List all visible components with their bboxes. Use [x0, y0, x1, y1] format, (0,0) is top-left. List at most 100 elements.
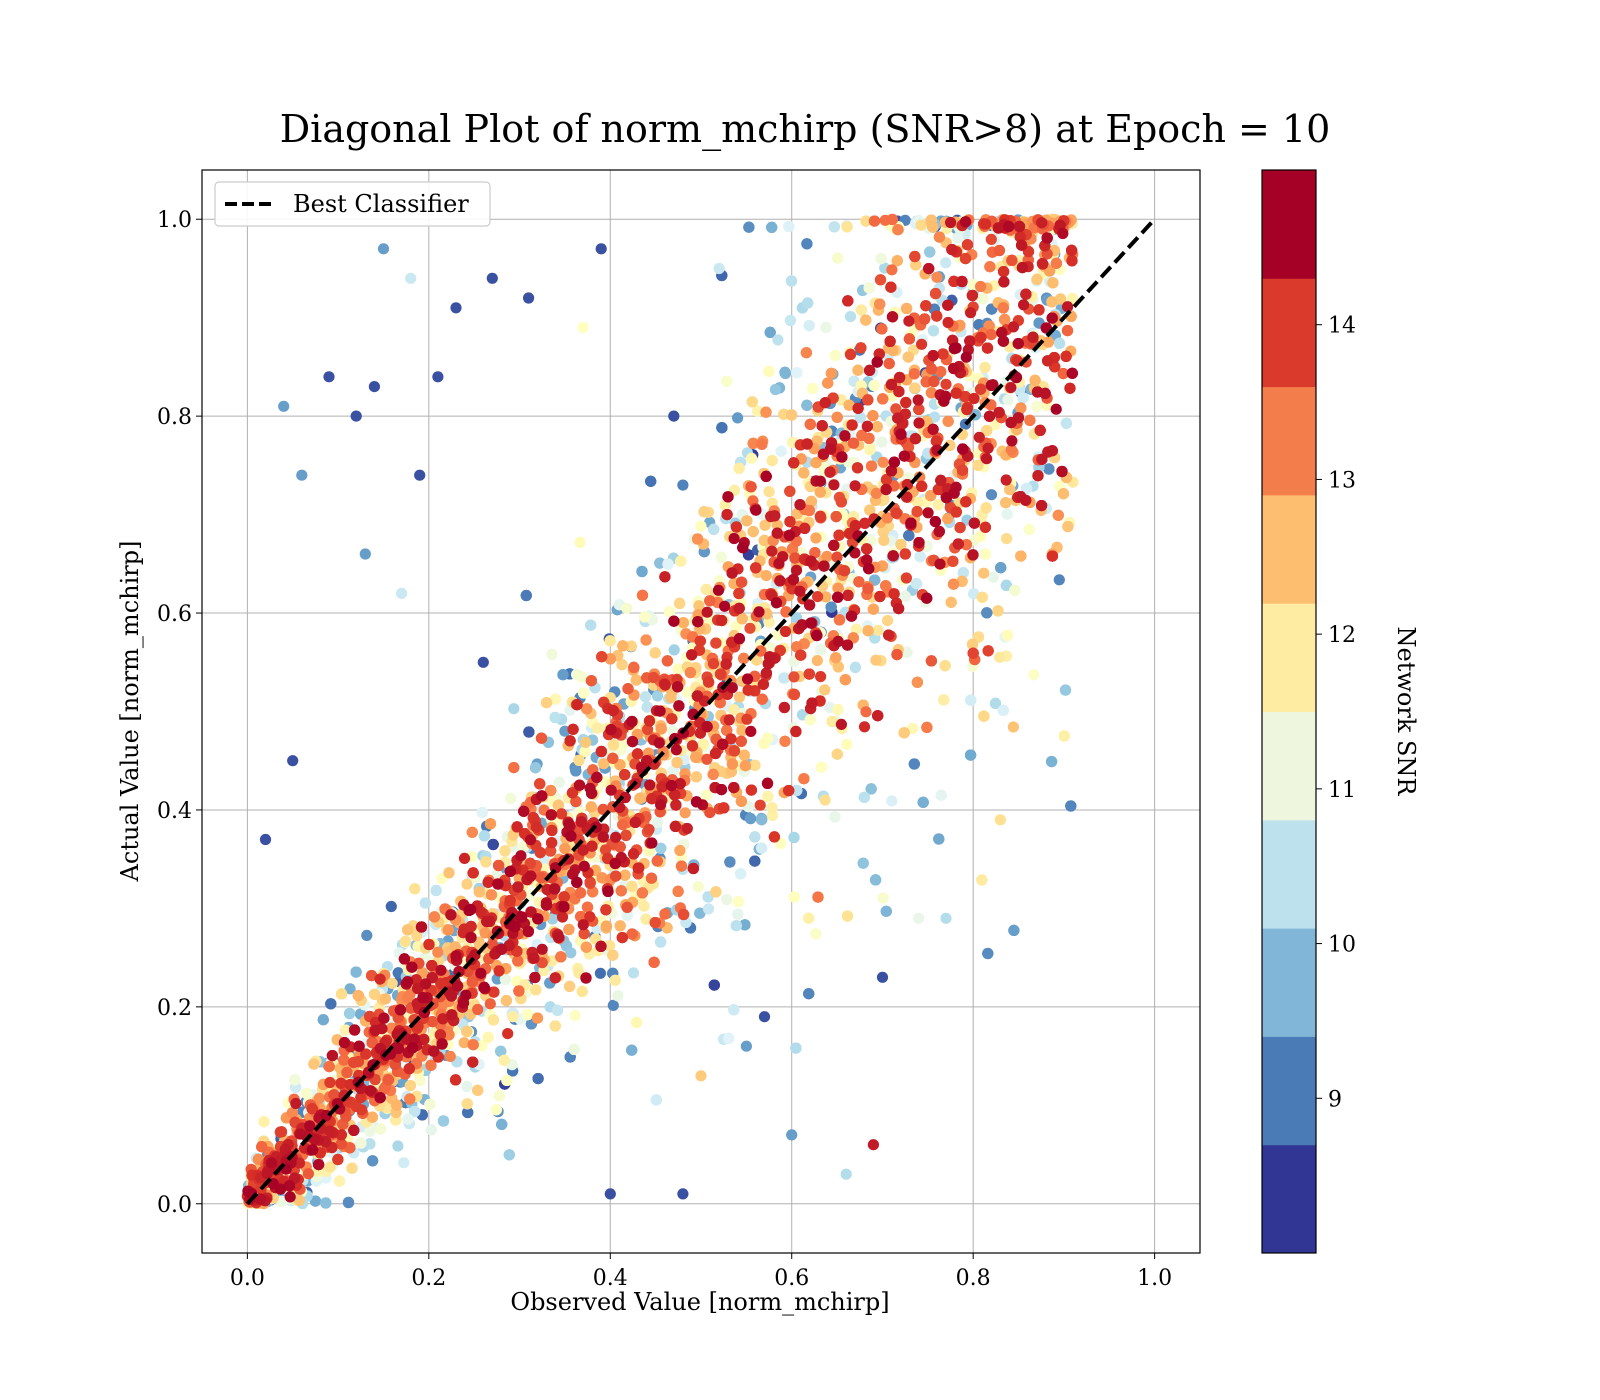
scatter-point: [674, 597, 686, 610]
scatter-point: [1060, 417, 1072, 429]
scatter-point: [903, 530, 915, 542]
scatter-point: [758, 738, 770, 750]
scatter-point: [801, 238, 813, 250]
scatter-point: [763, 365, 775, 377]
scatter-point: [945, 596, 957, 608]
scatter-point: [708, 523, 720, 536]
scatter-point: [749, 831, 761, 843]
scatter-point: [858, 791, 870, 803]
scatter-point: [747, 526, 759, 538]
scatter-point: [1059, 684, 1072, 696]
scatter-point: [786, 409, 798, 421]
scatter-point: [377, 243, 390, 255]
scatter-point: [1004, 484, 1016, 496]
scatter-point: [1058, 730, 1070, 742]
scatter-point: [461, 1098, 473, 1110]
scatter-point: [766, 455, 778, 467]
scatter-point: [870, 874, 882, 886]
scatter-point: [344, 1007, 356, 1020]
scatter-point: [1029, 374, 1041, 386]
scatter-point: [1015, 550, 1027, 562]
scatter-point: [1062, 521, 1074, 533]
scatter-point: [957, 567, 969, 579]
scatter-point: [530, 984, 542, 996]
scatter-point: [841, 738, 853, 750]
scatter-point: [499, 845, 511, 857]
scatter-point: [573, 754, 585, 767]
scatter-point: [350, 966, 362, 978]
scatter-point: [564, 980, 576, 993]
scatter-point: [840, 1168, 852, 1180]
scatter-point: [498, 1054, 510, 1066]
scatter-point: [662, 558, 674, 570]
scatter-point: [612, 990, 624, 1002]
scatter-point: [352, 990, 364, 1002]
scatter-point: [965, 694, 977, 706]
scatter-point: [841, 910, 854, 922]
scatter-point: [1053, 337, 1066, 349]
scatter-point: [806, 382, 819, 395]
scatter-point: [708, 979, 720, 991]
scatter-point: [701, 789, 713, 801]
scatter-point: [901, 302, 913, 315]
scatter-point: [803, 320, 815, 332]
scatter-point: [574, 536, 586, 549]
scatter-point: [461, 1081, 473, 1093]
scatter-point: [461, 878, 473, 890]
scatter-point: [385, 900, 397, 913]
scatter-point: [738, 749, 750, 761]
scatter-point: [713, 262, 725, 275]
scatter-point: [733, 462, 745, 474]
scatter-point: [585, 619, 597, 631]
scatter-point: [578, 687, 590, 699]
scatter-point: [595, 243, 607, 255]
scatter-point: [760, 570, 772, 582]
scatter-point: [350, 410, 362, 422]
scatter-point: [875, 253, 887, 265]
scatter-point: [557, 669, 569, 681]
scatter-point: [730, 920, 742, 932]
scatter-point: [741, 515, 753, 527]
scatter-point: [902, 351, 914, 363]
scatter-point: [639, 611, 651, 623]
scatter-point: [409, 883, 421, 895]
scatter-point: [868, 379, 880, 392]
scatter-point: [651, 816, 664, 828]
scatter-point: [876, 436, 888, 448]
scatter-point: [655, 842, 667, 854]
scatter-point: [997, 704, 1009, 717]
scatter-point: [289, 1074, 301, 1086]
scatter-point: [649, 647, 661, 659]
scatter-point: [1046, 296, 1058, 308]
scatter-point: [1000, 497, 1012, 509]
scatter-point: [979, 361, 991, 374]
scatter-point: [749, 855, 761, 867]
scatter-point: [917, 796, 929, 808]
scatter-point: [819, 684, 831, 696]
scatter-point: [820, 321, 832, 333]
scatter-point: [940, 912, 952, 924]
scatter-point: [419, 897, 431, 909]
scatter-point: [607, 999, 619, 1012]
scatter-point: [746, 396, 758, 408]
scatter-point: [472, 1084, 484, 1096]
scatter-point: [695, 1070, 707, 1082]
scatter-point: [854, 411, 867, 424]
scatter-point: [577, 321, 589, 334]
scatter-point: [1057, 488, 1070, 500]
scatter-point: [1046, 756, 1058, 768]
scatter-point: [785, 275, 798, 287]
scatter-point: [802, 297, 814, 309]
scatter-point: [667, 765, 679, 777]
scatter-point: [871, 421, 883, 433]
scatter-point: [1000, 579, 1013, 592]
scatter-point: [882, 615, 894, 627]
scatter-point: [320, 1197, 332, 1209]
scatter-point: [977, 293, 989, 305]
scatter-point: [522, 1009, 534, 1021]
scatter-point: [600, 920, 613, 932]
scatter-point: [728, 1004, 740, 1016]
scatter-point: [677, 1188, 689, 1200]
scatter-point: [1047, 277, 1059, 289]
scatter-point: [779, 367, 792, 379]
